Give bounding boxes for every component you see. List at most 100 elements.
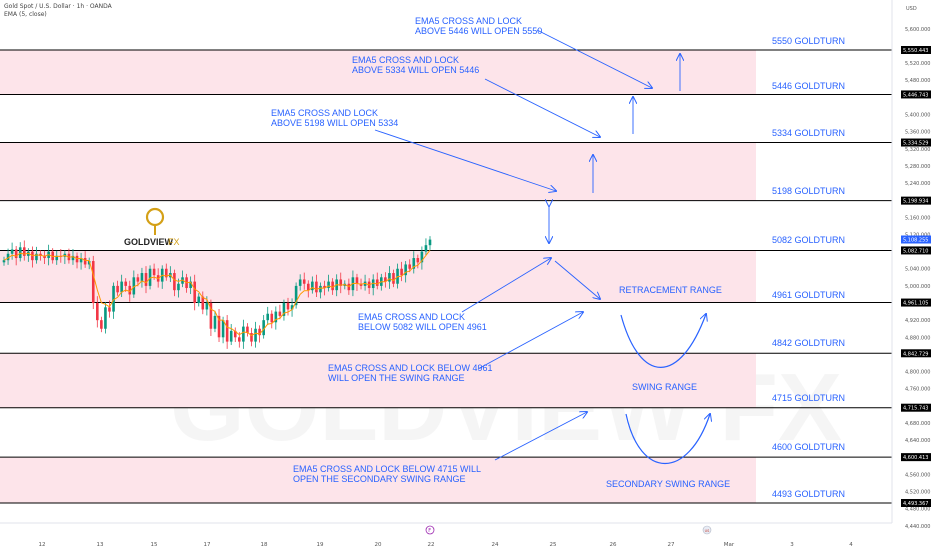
- arrow-line: [374, 129, 556, 191]
- annotation-text: ABOVE 5334 WILL OPEN 5446: [352, 65, 479, 75]
- x-tick-label: 24: [492, 542, 499, 548]
- level-label: 4961 GOLDTURN: [772, 290, 845, 300]
- candle: [217, 315, 221, 338]
- logo-brand: GOLDVIEW: [124, 237, 174, 247]
- candle: [136, 277, 140, 282]
- candle: [242, 326, 245, 342]
- candle: [298, 279, 302, 286]
- event-badge: [425, 525, 435, 535]
- price-badge-text: 5,334.529: [903, 141, 928, 147]
- candle: [315, 281, 318, 293]
- y-tick-label: 4,920.000: [905, 318, 930, 324]
- candle: [18, 247, 22, 259]
- arrow-line: [494, 412, 587, 461]
- level-label: 4600 GOLDTURN: [772, 442, 845, 452]
- level-label: 5334 GOLDTURN: [772, 128, 845, 138]
- candle: [266, 313, 270, 321]
- zone-1: [0, 142, 756, 201]
- candle: [108, 307, 111, 312]
- candle: [323, 285, 326, 289]
- candle: [371, 279, 375, 289]
- x-tick-label: 27: [668, 542, 675, 548]
- y-tick-label: 5,480.000: [905, 78, 930, 84]
- x-tick-label: 22: [428, 542, 435, 548]
- candle: [148, 268, 152, 286]
- candle: [209, 303, 213, 329]
- candle: [424, 245, 428, 252]
- price-badge: [901, 246, 931, 255]
- candle: [412, 258, 416, 269]
- event-badge-letter: F: [428, 528, 431, 534]
- candle: [359, 283, 363, 286]
- ema-line: [3, 249, 431, 337]
- price-badge-text: 4,715.743: [903, 406, 928, 412]
- indicator-label[interactable]: EMA (5, close): [4, 11, 47, 18]
- symbol-title: Gold Spot / U.S. Dollar · 1h · OANDA: [4, 3, 112, 10]
- candle: [400, 268, 403, 276]
- candle: [302, 279, 306, 284]
- candle: [6, 253, 10, 261]
- candle: [213, 315, 217, 329]
- candle: [128, 285, 132, 295]
- candle: [55, 255, 59, 261]
- candle: [392, 273, 395, 284]
- price-badge: [901, 453, 931, 462]
- candle: [177, 283, 180, 291]
- candle: [2, 260, 6, 263]
- price-badge: [901, 46, 931, 54]
- y-tick-label: 5,600.000: [905, 27, 930, 33]
- candle: [152, 268, 156, 276]
- candle: [404, 264, 407, 276]
- arrow-line: [536, 29, 652, 88]
- candle: [124, 281, 128, 286]
- zone-3: [0, 353, 756, 408]
- y-tick-label: 4,480.000: [905, 507, 930, 513]
- x-tick-label: 15: [151, 542, 158, 548]
- zone-0: [0, 50, 756, 95]
- y-tick-label: 5,240.000: [905, 181, 930, 187]
- y-tick-label: 4,800.000: [905, 370, 930, 376]
- price-badge-text: 4,961.105: [903, 301, 928, 307]
- candle: [270, 313, 274, 323]
- price-badge: [901, 499, 931, 507]
- candle: [278, 311, 282, 316]
- arrow-line: [554, 260, 600, 299]
- flag-badge: [702, 525, 712, 535]
- annotation-text: EMA5 CROSS AND LOCK: [352, 55, 459, 65]
- candle: [144, 273, 148, 286]
- candle: [83, 258, 87, 265]
- candle: [96, 303, 99, 321]
- candle: [311, 281, 314, 291]
- price-badge-text: 5,108.255: [903, 237, 928, 243]
- candle: [286, 303, 290, 310]
- candle: [91, 261, 95, 304]
- x-tick-label: 26: [610, 542, 617, 548]
- candle: [140, 273, 144, 282]
- x-tick-label: 25: [550, 542, 557, 548]
- annotation-text: EMA5 CROSS AND LOCK: [271, 108, 378, 118]
- y-tick-label: 5,360.000: [905, 130, 930, 136]
- x-tick-label: Mar: [724, 542, 735, 548]
- candle: [225, 320, 229, 342]
- range-label: RETRACEMENT RANGE: [619, 285, 722, 295]
- x-tick-label: 17: [204, 542, 211, 548]
- y-tick-label: 5,520.000: [905, 61, 930, 67]
- candle: [10, 249, 14, 254]
- candle: [201, 296, 205, 310]
- x-tick-label: 19: [317, 542, 324, 548]
- flag-badge-text: US: [705, 529, 711, 533]
- candle: [132, 277, 136, 295]
- y-tick-label: 5,160.000: [905, 215, 930, 221]
- candle: [290, 305, 294, 310]
- candle: [355, 277, 359, 284]
- candle: [43, 255, 46, 259]
- y-tick-label: 5,280.000: [905, 164, 930, 170]
- candle: [205, 303, 209, 310]
- candle: [294, 285, 298, 306]
- arrow-line: [461, 258, 551, 313]
- candle: [221, 320, 225, 338]
- level-label: 5082 GOLDTURN: [772, 235, 845, 245]
- annotation-text: ABOVE 5198 WILL OPEN 5334: [271, 118, 398, 128]
- y-tick-label: 5,400.000: [905, 112, 930, 118]
